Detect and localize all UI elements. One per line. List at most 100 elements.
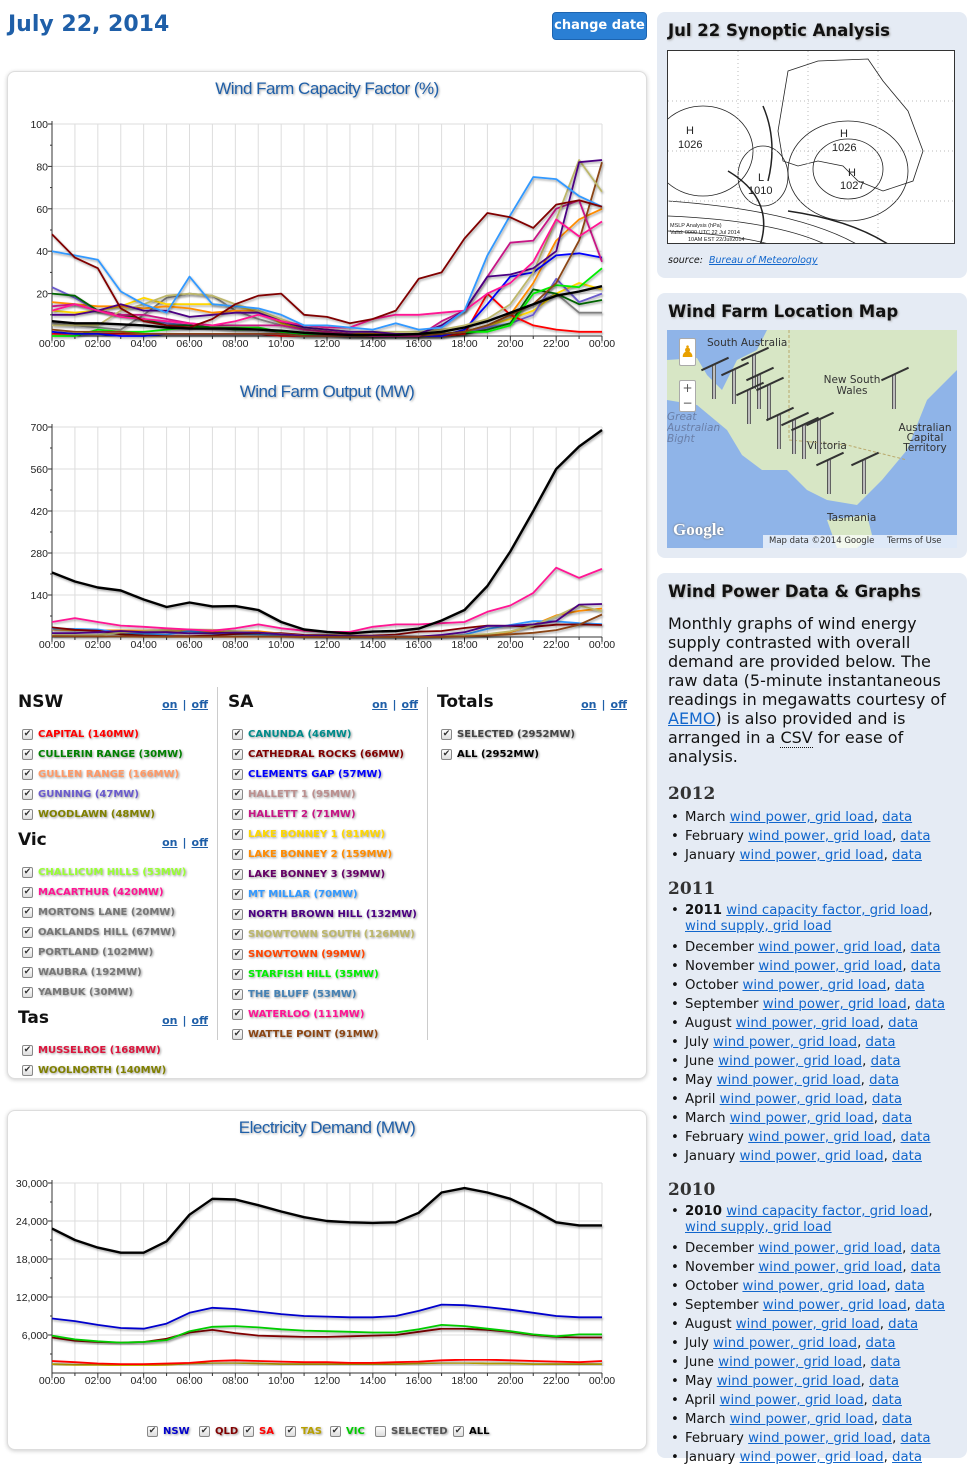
on-link[interactable]: on [372, 698, 388, 711]
checkbox[interactable]: ✔ [22, 748, 33, 760]
checkbox[interactable]: ✔ [375, 1426, 386, 1437]
terms-link[interactable]: Terms of Use [887, 536, 942, 546]
data-link[interactable]: data [910, 1241, 941, 1256]
legend-item-sa[interactable]: ✔ SA [243, 1426, 274, 1437]
farm-toggle[interactable]: ✔ HALLETT 2 (71MW) [228, 804, 420, 824]
farm-toggle[interactable]: ✔ YAMBUK (30MW) [18, 982, 210, 1002]
data-link[interactable]: data [882, 810, 913, 825]
checkbox[interactable]: ✔ [22, 886, 33, 898]
checkbox[interactable]: ✔ [441, 728, 452, 740]
data-link[interactable]: data [892, 848, 922, 863]
data-link[interactable]: data [892, 1149, 922, 1164]
checkbox[interactable]: ✔ [22, 808, 33, 820]
farm-toggle[interactable]: ✔ LAKE BONNEY 2 (159MW) [228, 844, 420, 864]
data-link[interactable]: wind power, grid load [713, 1336, 858, 1351]
checkbox[interactable]: ✔ [22, 1044, 33, 1056]
checkbox[interactable]: ✔ [243, 1426, 254, 1437]
checkbox[interactable]: ✔ [232, 888, 243, 900]
data-link[interactable]: data [872, 1393, 902, 1408]
data-link[interactable]: wind power, grid load [718, 1355, 863, 1370]
farm-toggle[interactable]: ✔ WAUBRA (192MW) [18, 962, 210, 982]
checkbox[interactable]: ✔ [232, 768, 243, 780]
data-link[interactable]: data [870, 1355, 901, 1370]
legend-item-selected[interactable]: ✔ SELECTED [375, 1426, 448, 1437]
farm-toggle[interactable]: ✔ WATERLOO (111MW) [228, 1004, 420, 1024]
checkbox[interactable]: ✔ [22, 866, 33, 878]
wind-turbine-icon[interactable] [815, 451, 845, 494]
farm-toggle[interactable]: ✔ SELECTED (2952MW) [437, 724, 629, 744]
data-link[interactable]: wind power, grid load [748, 829, 893, 844]
farm-toggle[interactable]: ✔ MUSSELROE (168MW) [18, 1040, 210, 1060]
data-link[interactable]: data [894, 1279, 925, 1294]
data-link[interactable]: wind power, grid load [742, 1279, 887, 1294]
checkbox[interactable]: ✔ [453, 1426, 464, 1437]
checkbox[interactable]: ✔ [232, 828, 243, 840]
wind-turbine-icon[interactable] [790, 416, 820, 459]
data-link[interactable]: wind power, grid load [735, 1317, 880, 1332]
data-link[interactable]: wind power, grid load [748, 1130, 893, 1145]
checkbox[interactable]: ✔ [285, 1426, 296, 1437]
checkbox[interactable]: ✔ [22, 768, 33, 780]
data-link[interactable]: wind power, grid load [742, 978, 887, 993]
wind-turbine-icon[interactable] [740, 346, 770, 389]
checkbox[interactable]: ✔ [232, 988, 243, 1000]
farm-toggle[interactable]: ✔ MACARTHUR (420MW) [18, 882, 210, 902]
checkbox[interactable]: ✔ [330, 1426, 341, 1437]
on-link[interactable]: on [162, 698, 178, 711]
wind-turbine-icon[interactable] [720, 361, 750, 404]
off-link[interactable]: off [610, 698, 627, 711]
wind-turbine-icon[interactable] [805, 411, 835, 454]
checkbox[interactable]: ✔ [22, 966, 33, 978]
checkbox[interactable]: ✔ [22, 1064, 33, 1076]
off-link[interactable]: off [191, 1014, 208, 1027]
data-link[interactable]: data [872, 1092, 902, 1107]
data-link[interactable]: data [882, 1111, 913, 1126]
data-link[interactable]: data [888, 1317, 919, 1332]
data-link[interactable]: wind supply, grid load [685, 1219, 832, 1235]
data-link[interactable]: wind power, grid load [729, 1412, 874, 1427]
farm-toggle[interactable]: ✔ CAPITAL (140MW) [18, 724, 210, 744]
data-link[interactable]: data [888, 1016, 919, 1031]
checkbox[interactable]: ✔ [22, 946, 33, 958]
data-link[interactable]: data [869, 1374, 900, 1389]
data-link[interactable]: data [869, 1073, 900, 1088]
legend-item-tas[interactable]: ✔ TAS [285, 1426, 322, 1437]
farm-toggle[interactable]: ✔ OAKLANDS HILL (67MW) [18, 922, 210, 942]
data-link[interactable]: wind power, grid load [719, 1393, 864, 1408]
data-link[interactable]: wind power, grid load [758, 1260, 903, 1275]
farm-toggle[interactable]: ✔ WATTLE POINT (91MW) [228, 1024, 420, 1044]
data-link[interactable]: wind power, grid load [758, 1241, 903, 1256]
wind-turbine-icon[interactable] [700, 356, 730, 399]
data-link[interactable]: wind power, grid load [739, 1149, 884, 1164]
farm-toggle[interactable]: ✔ NORTH BROWN HILL (132MW) [228, 904, 420, 924]
checkbox[interactable]: ✔ [232, 868, 243, 880]
checkbox[interactable]: ✔ [441, 748, 452, 760]
legend-item-all[interactable]: ✔ ALL [453, 1426, 489, 1437]
farm-toggle[interactable]: ✔ LAKE BONNEY 3 (39MW) [228, 864, 420, 884]
data-link[interactable]: wind supply, grid load [685, 918, 832, 934]
data-link[interactable]: wind power, grid load [716, 1374, 861, 1389]
data-link[interactable]: data [910, 959, 941, 974]
checkbox[interactable]: ✔ [22, 926, 33, 938]
data-link[interactable]: wind power, grid load [762, 997, 907, 1012]
data-link[interactable]: wind power, grid load [718, 1054, 863, 1069]
farm-toggle[interactable]: ✔ WOODLAWN (48MW) [18, 804, 210, 824]
farm-toggle[interactable]: ✔ CULLERIN RANGE (30MW) [18, 744, 210, 764]
data-link[interactable]: data [910, 1260, 941, 1275]
farm-toggle[interactable]: ✔ STARFISH HILL (35MW) [228, 964, 420, 984]
data-link[interactable]: wind power, grid load [719, 1092, 864, 1107]
zoom-in-button[interactable]: + [682, 381, 693, 395]
data-link[interactable]: data [900, 829, 931, 844]
farm-toggle[interactable]: ✔ SNOWTOWN SOUTH (126MW) [228, 924, 420, 944]
wind-turbine-icon[interactable] [780, 411, 810, 454]
data-link[interactable]: data [910, 940, 941, 955]
farm-toggle[interactable]: ✔ MORTONS LANE (20MW) [18, 902, 210, 922]
farm-toggle[interactable]: ✔ CHALLICUM HILLS (53MW) [18, 862, 210, 882]
data-link[interactable]: data [865, 1035, 896, 1050]
farm-toggle[interactable]: ✔ CATHEDRAL ROCKS (66MW) [228, 744, 420, 764]
on-link[interactable]: on [581, 698, 597, 711]
farm-toggle[interactable]: ✔ WOOLNORTH (140MW) [18, 1060, 210, 1080]
checkbox[interactable]: ✔ [232, 908, 243, 920]
farm-toggle[interactable]: ✔ ALL (2952MW) [437, 744, 629, 764]
data-link[interactable]: data [915, 1298, 946, 1313]
